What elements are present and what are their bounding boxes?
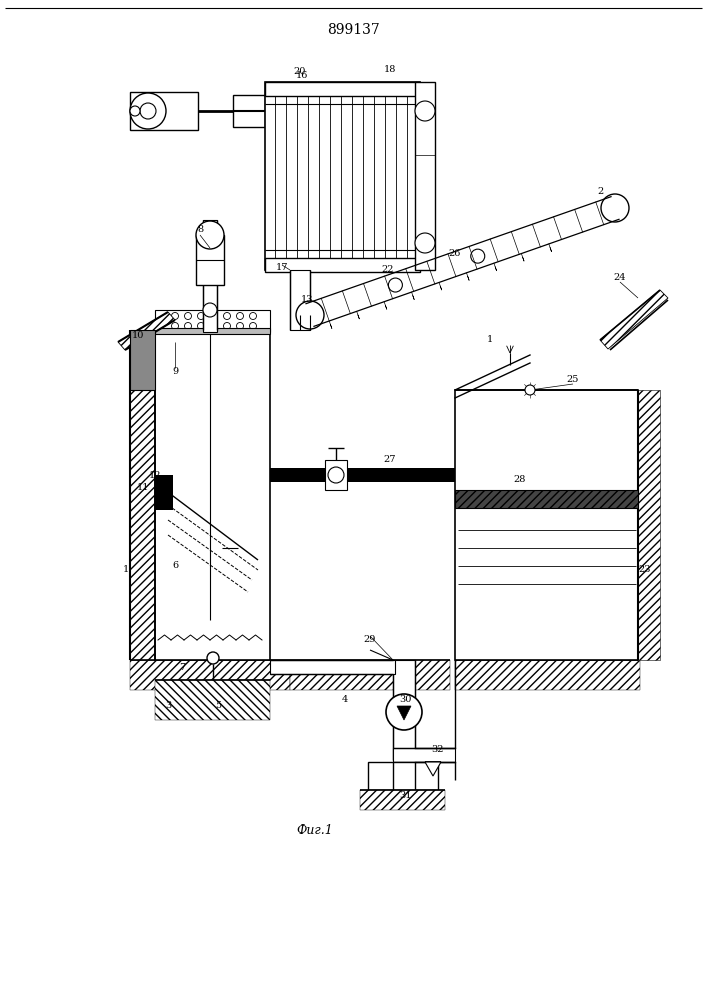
Bar bbox=[270, 468, 455, 482]
Polygon shape bbox=[397, 706, 411, 720]
Bar bbox=[196, 235, 224, 285]
Circle shape bbox=[296, 301, 324, 329]
Polygon shape bbox=[130, 660, 290, 690]
Text: 25: 25 bbox=[567, 375, 579, 384]
Circle shape bbox=[250, 322, 257, 330]
Circle shape bbox=[415, 233, 435, 253]
Text: 1: 1 bbox=[487, 336, 493, 344]
Bar bbox=[265, 82, 420, 96]
Circle shape bbox=[185, 322, 192, 330]
Text: 22: 22 bbox=[382, 265, 395, 274]
Circle shape bbox=[211, 312, 218, 320]
Circle shape bbox=[140, 103, 156, 119]
Bar bbox=[290, 270, 310, 330]
Text: 28: 28 bbox=[514, 476, 526, 485]
Circle shape bbox=[386, 694, 422, 730]
Text: 4: 4 bbox=[342, 696, 348, 704]
Circle shape bbox=[601, 194, 629, 222]
Circle shape bbox=[130, 93, 166, 129]
Circle shape bbox=[197, 312, 204, 320]
Circle shape bbox=[185, 312, 192, 320]
Text: Фиг.1: Фиг.1 bbox=[297, 824, 334, 836]
Circle shape bbox=[237, 322, 243, 330]
Bar bbox=[270, 660, 395, 674]
Text: 9: 9 bbox=[172, 367, 178, 376]
Text: 27: 27 bbox=[384, 456, 396, 464]
Text: 17: 17 bbox=[276, 263, 288, 272]
Text: 6: 6 bbox=[172, 560, 178, 570]
Bar bbox=[155, 475, 173, 510]
Polygon shape bbox=[455, 660, 640, 690]
Text: 2: 2 bbox=[597, 188, 603, 196]
Polygon shape bbox=[638, 390, 660, 660]
Bar bbox=[155, 310, 270, 332]
Circle shape bbox=[237, 312, 243, 320]
Text: 7: 7 bbox=[179, 664, 185, 672]
Circle shape bbox=[223, 322, 230, 330]
Bar bbox=[393, 748, 455, 762]
Polygon shape bbox=[130, 330, 155, 390]
Text: 13: 13 bbox=[300, 296, 313, 304]
Circle shape bbox=[196, 221, 224, 249]
Polygon shape bbox=[290, 660, 450, 690]
Text: 11: 11 bbox=[136, 484, 149, 492]
Polygon shape bbox=[600, 290, 668, 349]
Bar bbox=[155, 330, 270, 660]
Text: 31: 31 bbox=[399, 792, 411, 800]
Text: 12: 12 bbox=[148, 471, 161, 480]
Circle shape bbox=[471, 249, 485, 263]
Text: 1: 1 bbox=[123, 566, 129, 574]
Bar bbox=[233, 95, 265, 127]
Polygon shape bbox=[155, 680, 270, 720]
Circle shape bbox=[172, 312, 178, 320]
Circle shape bbox=[525, 385, 535, 395]
Circle shape bbox=[415, 101, 435, 121]
Circle shape bbox=[207, 652, 219, 664]
Text: 18: 18 bbox=[384, 66, 396, 75]
Bar bbox=[368, 762, 438, 790]
Text: 5: 5 bbox=[215, 700, 221, 710]
Text: 24: 24 bbox=[614, 273, 626, 282]
Text: 23: 23 bbox=[638, 566, 651, 574]
Polygon shape bbox=[130, 330, 155, 660]
Text: 8: 8 bbox=[197, 226, 203, 234]
Bar bbox=[130, 92, 198, 130]
Circle shape bbox=[328, 467, 344, 483]
Text: 20: 20 bbox=[294, 68, 306, 77]
Text: 16: 16 bbox=[296, 70, 308, 80]
Text: 32: 32 bbox=[432, 746, 444, 754]
Circle shape bbox=[203, 303, 217, 317]
Circle shape bbox=[211, 322, 218, 330]
Bar bbox=[415, 82, 435, 270]
Bar bbox=[265, 82, 420, 270]
Bar bbox=[455, 490, 638, 508]
Text: 10: 10 bbox=[132, 332, 144, 340]
Polygon shape bbox=[425, 762, 441, 776]
Text: 899137: 899137 bbox=[327, 23, 380, 37]
Circle shape bbox=[223, 312, 230, 320]
Circle shape bbox=[172, 322, 178, 330]
Text: 26: 26 bbox=[449, 248, 461, 257]
Circle shape bbox=[197, 322, 204, 330]
Polygon shape bbox=[457, 600, 638, 660]
Bar bbox=[325, 460, 347, 490]
Circle shape bbox=[388, 278, 402, 292]
Text: 29: 29 bbox=[364, 636, 376, 645]
Polygon shape bbox=[360, 790, 445, 810]
Circle shape bbox=[130, 106, 140, 116]
Bar bbox=[455, 390, 638, 660]
Text: 30: 30 bbox=[399, 696, 411, 704]
Bar bbox=[393, 660, 415, 760]
Text: 3: 3 bbox=[165, 700, 171, 710]
Circle shape bbox=[250, 312, 257, 320]
Polygon shape bbox=[118, 312, 175, 350]
Bar bbox=[155, 328, 270, 334]
Bar bbox=[265, 258, 420, 272]
Bar bbox=[203, 220, 217, 332]
